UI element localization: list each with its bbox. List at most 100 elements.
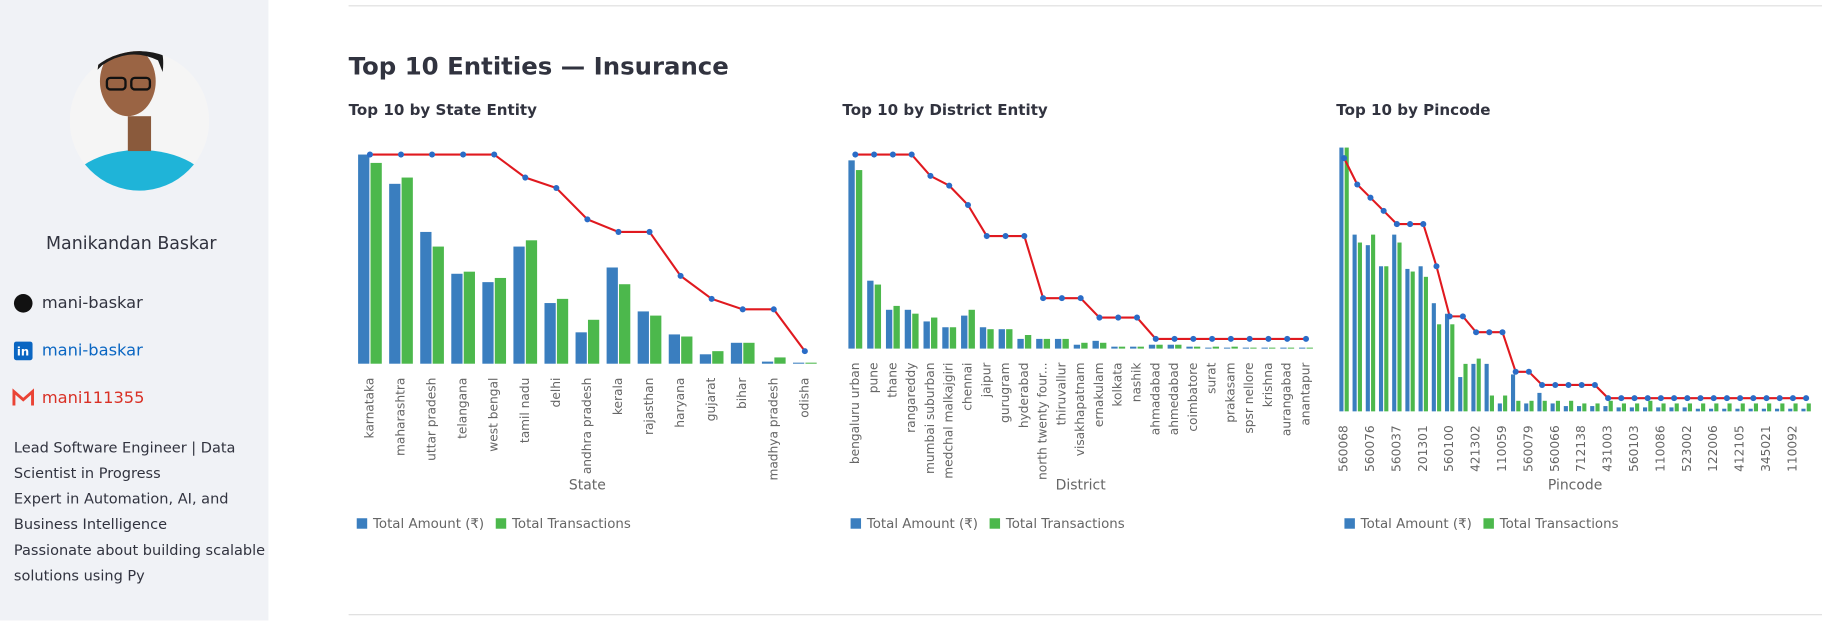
bar xyxy=(1450,324,1455,412)
line-point xyxy=(1512,368,1519,375)
bar xyxy=(1542,400,1547,412)
bar xyxy=(1261,347,1268,349)
bar xyxy=(525,240,538,364)
line-point xyxy=(1133,314,1141,321)
x-tick-label: aurangabad xyxy=(1280,363,1294,437)
x-tick-label: hyderabad xyxy=(1017,363,1031,429)
bar xyxy=(1043,338,1051,349)
bar xyxy=(1669,407,1674,412)
x-tick-label: 523002 xyxy=(1680,425,1694,472)
bar xyxy=(1167,344,1174,349)
avatar xyxy=(69,51,210,191)
line-point xyxy=(429,151,436,158)
bar xyxy=(1463,363,1468,412)
x-tick-label: north twenty four... xyxy=(1036,363,1050,480)
x-tick-label: 560076 xyxy=(1363,425,1377,472)
bar xyxy=(1410,271,1415,412)
bar xyxy=(1186,346,1193,349)
bar xyxy=(1537,392,1542,412)
bar xyxy=(1397,242,1402,412)
line-point xyxy=(1367,194,1374,201)
x-tick-label: ernakulam xyxy=(1092,363,1106,428)
line-point xyxy=(1433,263,1440,270)
x-tick-label: karnataka xyxy=(362,378,376,439)
bar xyxy=(1299,347,1306,349)
bio-line: Expert in Automation, AI, and Business In… xyxy=(14,492,229,534)
line-point xyxy=(1789,395,1796,402)
chart-title: Top 10 by District Entity xyxy=(842,101,1047,119)
bio-line: Lead Software Engineer | Data Scientist i… xyxy=(14,441,236,483)
gmail-link[interactable]: mani111355 xyxy=(42,388,145,407)
line-point xyxy=(1302,335,1310,342)
bar xyxy=(1280,347,1287,349)
bar xyxy=(668,334,681,364)
linkedin-icon xyxy=(13,341,33,361)
line-point xyxy=(1644,395,1651,402)
bar xyxy=(1674,403,1679,412)
x-tick-label: pune xyxy=(867,363,881,394)
bar xyxy=(513,246,525,364)
bar xyxy=(1423,276,1428,412)
chart-title: Top 10 by Pincode xyxy=(1336,101,1490,119)
bar xyxy=(1458,377,1463,412)
line-point xyxy=(1684,395,1691,402)
line-point xyxy=(739,306,746,313)
x-tick-label: prakasam xyxy=(1223,363,1237,423)
x-tick-label: 421302 xyxy=(1469,425,1483,472)
linkedin-link[interactable]: mani-baskar xyxy=(42,340,143,359)
x-tick-label: maharashtra xyxy=(394,378,408,456)
bar xyxy=(1761,408,1766,412)
line-point xyxy=(677,272,684,279)
bar xyxy=(1516,400,1521,412)
bar xyxy=(1148,344,1156,349)
bar xyxy=(874,284,882,349)
bar xyxy=(650,315,662,364)
bar xyxy=(1384,266,1389,412)
github-link[interactable]: mani-baskar xyxy=(42,293,143,312)
bar xyxy=(743,342,755,364)
bar xyxy=(1476,358,1481,412)
line-point xyxy=(1209,335,1216,342)
bar xyxy=(544,303,556,364)
bar xyxy=(761,361,774,364)
line-point xyxy=(615,228,622,235)
line-point xyxy=(927,172,934,179)
bar xyxy=(1444,313,1450,412)
x-tick-label: uttar pradesh xyxy=(425,378,439,461)
bar xyxy=(712,351,724,364)
x-tick-label: rajasthan xyxy=(642,378,656,435)
x-tick-label: 110086 xyxy=(1653,425,1667,472)
bar xyxy=(774,357,786,364)
bar xyxy=(1595,403,1600,412)
bar xyxy=(699,354,712,364)
bar xyxy=(1392,234,1397,412)
x-tick-label: 560079 xyxy=(1521,425,1535,472)
x-tick-label: 560068 xyxy=(1337,425,1351,472)
bar xyxy=(1582,403,1587,412)
bar xyxy=(1806,403,1811,412)
bar xyxy=(1687,403,1693,412)
x-tick-label: spsr nellore xyxy=(1242,363,1256,434)
bar xyxy=(1405,268,1410,412)
bar xyxy=(1648,400,1653,412)
line-point xyxy=(1803,395,1810,402)
legend-label: Total Amount (₹) xyxy=(1360,517,1472,532)
line-point xyxy=(983,233,990,240)
bar xyxy=(1130,346,1137,349)
bar xyxy=(619,284,631,364)
x-axis-title: Pincode xyxy=(1548,478,1602,494)
bar xyxy=(1497,403,1502,412)
bar xyxy=(1788,408,1793,412)
x-tick-label: madhya pradesh xyxy=(766,378,780,481)
x-tick-label: 560037 xyxy=(1389,425,1403,472)
x-tick-label: 412105 xyxy=(1733,425,1747,472)
legend-swatch xyxy=(850,518,862,529)
bar xyxy=(432,246,444,364)
bar xyxy=(1205,347,1212,349)
line-point xyxy=(1525,368,1532,375)
x-tick-label: krishna xyxy=(1261,363,1275,408)
x-tick-label: 345021 xyxy=(1759,425,1773,472)
bar xyxy=(998,329,1005,349)
